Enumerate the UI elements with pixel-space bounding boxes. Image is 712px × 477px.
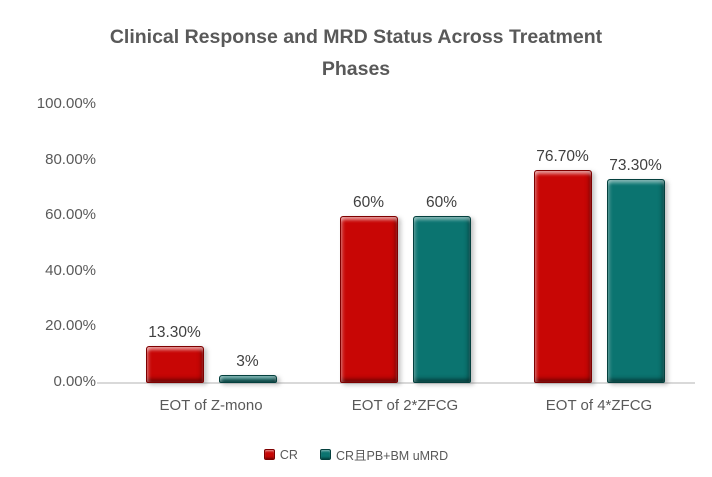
bar-value-label: 3%	[236, 352, 259, 370]
bar-group: 60% 60%	[339, 194, 471, 383]
bar-cr: 76.70%	[533, 148, 592, 383]
bar-umrd: 60%	[412, 194, 471, 383]
bar-value-label: 13.30%	[148, 324, 201, 342]
legend-label: CR	[279, 447, 298, 462]
y-tick-label: 80.00%	[45, 150, 96, 168]
y-tick-label: 40.00%	[45, 261, 96, 279]
legend: CR CR且PB+BM uMRD	[0, 445, 712, 464]
legend-swatch-cr	[263, 449, 275, 460]
bar-umrd: 73.30%	[606, 157, 665, 383]
y-tick-label: 0.00%	[53, 373, 96, 390]
y-tick-label: 60.00%	[45, 206, 96, 224]
x-category-label: EOT of 2*ZFCG	[351, 397, 459, 414]
bar-value-label: 60%	[352, 194, 385, 212]
legend-item-umrd: CR且PB+BM uMRD	[319, 445, 449, 464]
y-axis: 100.00% 80.00% 60.00% 40.00% 20.00% 0.00%	[0, 0, 96, 477]
bar-value-label: 60%	[425, 194, 458, 212]
legend-label: CR且PB+BM uMRD	[335, 449, 449, 463]
bar-value-label: 76.70%	[536, 147, 589, 165]
bar-group: 76.70% 73.30%	[533, 148, 665, 383]
bar-group: 13.30% 3%	[145, 324, 277, 383]
legend-swatch-umrd	[319, 449, 331, 460]
y-tick-label: 20.00%	[45, 317, 96, 335]
y-tick-label: 100.00%	[36, 95, 96, 112]
bar-cr: 60%	[339, 194, 398, 383]
x-axis-line	[97, 382, 695, 384]
chart-title: Clinical Response and MRD Status Across …	[109, 26, 603, 80]
legend-item-cr: CR	[263, 447, 298, 462]
x-category-label: EOT of 4*ZFCG	[545, 397, 653, 414]
bar-value-label: 73.30%	[609, 157, 662, 175]
x-category-label: EOT of Z-mono	[159, 397, 263, 414]
bar-cr: 13.30%	[145, 324, 204, 383]
bar-umrd: 3%	[218, 353, 277, 383]
plot-area: 13.30% 3% 60% 60% 76.70% 73.30%	[97, 105, 695, 384]
